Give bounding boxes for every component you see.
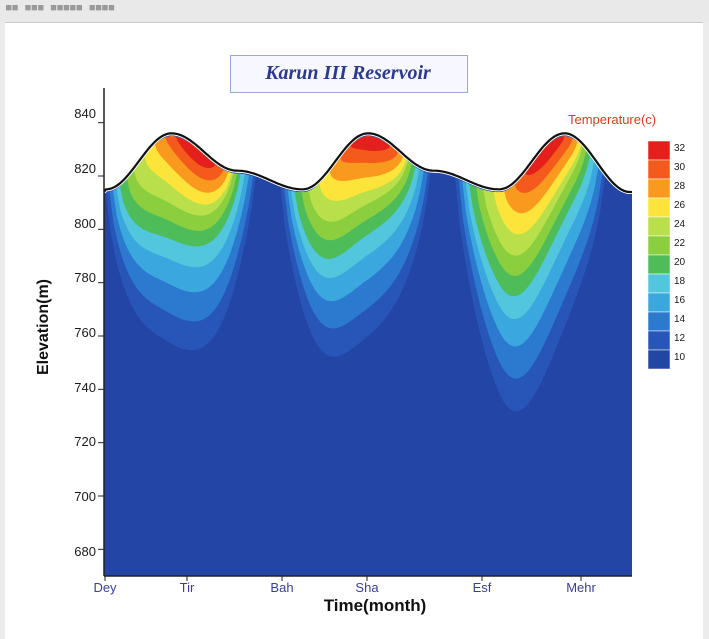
legend-swatch-26c	[647, 197, 671, 218]
y-tick-label: 720	[74, 434, 96, 449]
chart-title: Karun III Reservoir	[265, 62, 431, 84]
y-tick-label: 680	[74, 544, 96, 559]
legend-label: 32	[674, 143, 686, 154]
legend-label: 18	[674, 276, 686, 287]
legend-swatch-16c	[647, 292, 671, 313]
legend-label: 22	[674, 238, 686, 249]
window-left-border	[0, 22, 5, 639]
legend-swatch-24c	[647, 216, 671, 237]
window-caption: ■■ ■■■ ■■■■■ ■■■■	[6, 3, 116, 13]
legend-swatch-18c	[647, 273, 671, 294]
y-tick-label: 740	[74, 380, 96, 395]
x-axis-label: Time(month)	[323, 596, 427, 615]
x-tick-label: Dey	[93, 580, 117, 595]
legend-swatch-10c	[647, 349, 671, 370]
legend-swatch-28c	[647, 178, 671, 199]
temperature-band-32c	[525, 136, 571, 176]
legend-label: 24	[674, 219, 686, 230]
legend-label: 30	[674, 162, 686, 173]
legend-label: 12	[674, 333, 686, 344]
window-top-bar: ■■ ■■■ ■■■■■ ■■■■	[0, 0, 709, 23]
legend-label: 16	[674, 295, 686, 306]
legend-label: 26	[674, 200, 686, 211]
y-tick-label: 800	[74, 216, 96, 231]
y-axis-label: Elevation(m)	[35, 279, 52, 376]
water-surface-line	[103, 132, 632, 194]
legend-swatch-32c	[647, 140, 671, 161]
temperature-band-32c	[175, 136, 222, 169]
x-tick-label: Tir	[179, 580, 195, 595]
temperature-band-32c	[350, 136, 396, 151]
x-tick-label: Esf	[472, 580, 492, 595]
chart-title-box	[230, 55, 468, 93]
legend-swatch-12c	[647, 330, 671, 351]
legend-label: 28	[674, 181, 686, 192]
legend-swatch-30c	[647, 159, 671, 180]
y-tick-label: 700	[74, 489, 96, 504]
legend-label: 10	[674, 352, 686, 363]
legend-title: Temperature(c)	[568, 112, 657, 127]
y-tick-label: 840	[74, 106, 96, 121]
x-tick-label: Sha	[355, 580, 379, 595]
legend-swatch-20c	[647, 254, 671, 275]
y-tick-label: 820	[74, 161, 96, 176]
legend-swatch-22c	[647, 235, 671, 256]
temperature-band-30c	[514, 136, 582, 193]
legend-label: 14	[674, 314, 686, 325]
window-right-border	[703, 22, 709, 639]
y-tick-label: 780	[74, 270, 96, 285]
legend-label: 20	[674, 257, 686, 268]
y-tick-label: 760	[74, 325, 96, 340]
x-tick-label: Bah	[270, 580, 294, 595]
legend-swatch-14c	[647, 311, 671, 332]
x-tick-label: Mehr	[566, 580, 596, 595]
